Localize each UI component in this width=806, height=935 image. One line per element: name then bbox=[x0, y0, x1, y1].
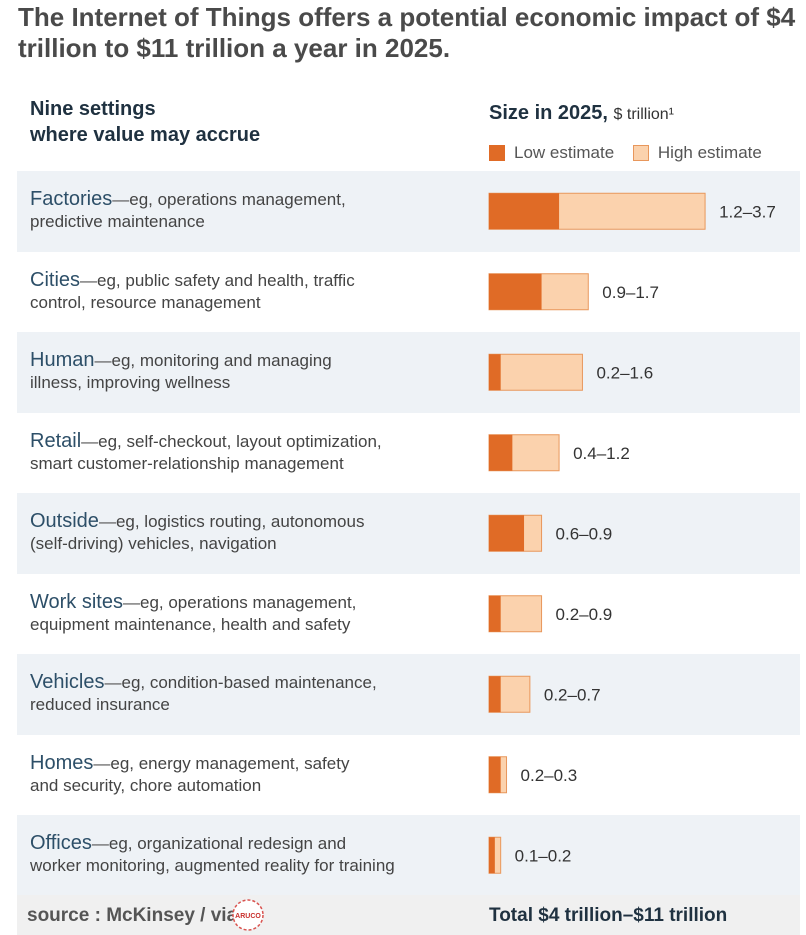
bar-low-homes bbox=[489, 756, 501, 793]
setting-name: Homes bbox=[30, 751, 94, 774]
bar-low-retail bbox=[489, 434, 513, 471]
setting-desc-line1: eg, condition-based maintenance, bbox=[121, 673, 377, 692]
setting-dash: — bbox=[80, 270, 98, 290]
data-label-offices: 0.1–0.2 bbox=[515, 846, 572, 865]
setting-name: Retail bbox=[30, 429, 82, 452]
chart-title: The Internet of Things offers a potentia… bbox=[18, 2, 796, 63]
bar-low-vehicles bbox=[489, 676, 501, 713]
setting-row-retail: Retail—eg, self-checkout, layout optimiz… bbox=[17, 413, 800, 494]
setting-name: Human bbox=[30, 349, 95, 371]
bar-low-offices bbox=[489, 837, 495, 874]
bar-chart: 1.2–3.7 0.9–1.7 0.2–1.6 0.4–1.2 0.6–0.9 0.2–0… bbox=[488, 192, 776, 874]
setting-desc-line1: eg, operations management, bbox=[129, 190, 346, 209]
setting-desc-line2: (self-driving) vehicles, navigation bbox=[30, 534, 277, 553]
bar-low-cities bbox=[489, 273, 542, 310]
setting-label: Human—eg, monitoring and managing illnes… bbox=[30, 349, 470, 394]
setting-dash: — bbox=[81, 431, 99, 451]
setting-label: Factories—eg, operations management, pre… bbox=[30, 188, 470, 233]
data-label-cities: 0.9–1.7 bbox=[602, 283, 659, 302]
setting-label: Work sites—eg, operations management, eq… bbox=[30, 591, 470, 636]
setting-row-homes: Homes—eg, energy management, safety and … bbox=[17, 735, 800, 816]
aruco-logo-icon: ARUCO bbox=[232, 899, 264, 931]
legend: Low estimate High estimate bbox=[489, 143, 776, 166]
settings-column-header: Nine settings where value may accrue bbox=[30, 96, 260, 148]
legend-item-high: High estimate bbox=[632, 143, 762, 163]
legend-label-low: Low estimate bbox=[514, 143, 615, 162]
setting-dash: — bbox=[112, 190, 130, 209]
data-label-outside: 0.6–0.9 bbox=[556, 524, 613, 543]
setting-label: Cities—eg, public safety and health, tra… bbox=[30, 269, 470, 314]
settings-rows: Factories—eg, operations management, pre… bbox=[17, 171, 800, 896]
setting-desc-line2: and security, chore automation bbox=[30, 775, 262, 795]
setting-name: Offices bbox=[30, 832, 92, 854]
setting-name: Vehicles bbox=[30, 671, 105, 693]
setting-desc-line2: illness, improving wellness bbox=[30, 373, 231, 392]
setting-row-human: Human—eg, monitoring and managing illnes… bbox=[17, 332, 800, 413]
setting-label: Outside—eg, logistics routing, autonomou… bbox=[30, 510, 470, 555]
setting-desc-line1: eg, organizational redesign and bbox=[108, 834, 347, 853]
size-column-header: Size in 2025, $ trillion¹ bbox=[489, 102, 674, 125]
setting-desc-line2: reduced insurance bbox=[30, 695, 170, 714]
data-label-factories: 1.2–3.7 bbox=[719, 202, 776, 221]
data-label-vehicles: 0.2–0.7 bbox=[544, 685, 601, 704]
size-header-label: Size in 2025, bbox=[489, 102, 608, 124]
data-label-retail: 0.4–1.2 bbox=[573, 444, 630, 463]
setting-dash: — bbox=[98, 512, 116, 531]
setting-desc-line1: eg, operations management, bbox=[139, 592, 357, 612]
setting-row-work-sites: Work sites—eg, operations management, eq… bbox=[17, 574, 800, 655]
legend-swatch-low bbox=[489, 145, 505, 161]
settings-header-line1: Nine settings bbox=[30, 98, 156, 120]
setting-desc-line2: smart customer-relationship management bbox=[30, 453, 344, 473]
setting-dash: — bbox=[94, 351, 112, 370]
setting-name: Cities bbox=[30, 268, 81, 291]
setting-dash: — bbox=[91, 834, 109, 853]
data-label-work-sites: 0.2–0.9 bbox=[556, 605, 613, 624]
setting-desc-line1: eg, logistics routing, autonomous bbox=[115, 512, 365, 531]
data-label-homes: 0.2–0.3 bbox=[521, 766, 578, 785]
setting-desc-line2: worker monitoring, augmented reality for… bbox=[30, 856, 395, 875]
setting-row-vehicles: Vehicles—eg, condition-based maintenance… bbox=[17, 654, 800, 735]
size-header-unit: $ trillion¹ bbox=[613, 106, 674, 123]
source-text: source : McKinsey / via bbox=[27, 905, 238, 926]
legend-label-high: High estimate bbox=[657, 143, 762, 162]
setting-label: Offices—eg, organizational redesign and … bbox=[30, 832, 470, 877]
setting-row-cities: Cities—eg, public safety and health, tra… bbox=[17, 252, 800, 333]
setting-label: Retail—eg, self-checkout, layout optimiz… bbox=[30, 430, 470, 475]
footer: source : McKinsey / via ARUCO Total $4 t… bbox=[17, 895, 800, 935]
setting-name: Outside bbox=[30, 510, 99, 532]
setting-dash: — bbox=[93, 753, 111, 773]
aruco-logo-text: ARUCO bbox=[235, 913, 261, 920]
setting-dash: — bbox=[122, 592, 140, 612]
data-label-human: 0.2–1.6 bbox=[596, 363, 653, 382]
setting-name: Work sites bbox=[30, 590, 123, 613]
setting-desc-line2: equipment maintenance, health and safety bbox=[30, 614, 351, 634]
setting-dash: — bbox=[104, 673, 122, 692]
setting-desc-line2: control, resource management bbox=[30, 292, 261, 312]
settings-header-line2: where value may accrue bbox=[30, 124, 261, 146]
bar-low-human bbox=[489, 354, 501, 391]
bar-low-outside bbox=[489, 515, 525, 552]
setting-label: Vehicles—eg, condition-based maintenance… bbox=[30, 671, 470, 716]
legend-item-low: Low estimate bbox=[489, 143, 614, 163]
total-text: Total $4 trillion–$11 trillion bbox=[489, 905, 728, 926]
setting-desc-line1: eg, public safety and health, traffic bbox=[97, 270, 355, 290]
setting-desc-line1: eg, monitoring and managing bbox=[111, 351, 332, 370]
legend-swatch-high bbox=[632, 145, 649, 161]
bar-low-factories bbox=[489, 193, 560, 230]
setting-desc-line2: predictive maintenance bbox=[30, 212, 205, 231]
setting-name: Factories bbox=[30, 188, 113, 210]
setting-row-offices: Offices—eg, organizational redesign and … bbox=[17, 815, 800, 896]
setting-label: Homes—eg, energy management, safety and … bbox=[30, 752, 470, 797]
setting-desc-line1: eg, energy management, safety bbox=[110, 753, 350, 773]
setting-desc-line1: eg, self-checkout, layout optimization, bbox=[98, 431, 382, 451]
bar-high-human bbox=[488, 353, 583, 391]
bar-low-work-sites bbox=[489, 595, 501, 632]
setting-row-outside: Outside—eg, logistics routing, autonomou… bbox=[17, 493, 800, 574]
